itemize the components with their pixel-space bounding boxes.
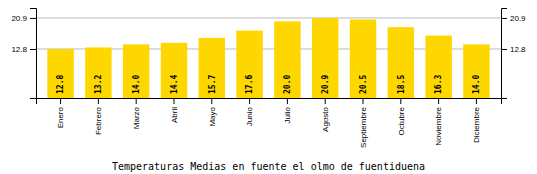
tick: 20.9 — [11, 14, 36, 23]
tick-mark — [98, 98, 99, 104]
tick-label: Julio — [283, 106, 292, 123]
data-labels: 12.8 13.2 14.0 14.4 15.7 17.6 20.0 20.9 20.5 18.5… — [56, 75, 481, 94]
tick-label: Junio — [245, 106, 254, 126]
bar — [463, 44, 489, 98]
bar — [199, 38, 225, 98]
tick-mark — [211, 98, 212, 104]
tick-label: 20.9 — [510, 14, 526, 23]
tick: Junio — [245, 98, 254, 126]
bar — [425, 36, 451, 98]
tick: Mayo — [208, 98, 217, 127]
y-axis: 12.8 20.9 — [11, 9, 36, 99]
tick: 12.8 — [11, 45, 36, 54]
tick: Julio — [283, 98, 292, 123]
bar — [85, 47, 111, 98]
bar — [236, 31, 262, 98]
tick: 20.9 — [501, 14, 526, 23]
data-label: 16.3 — [434, 75, 443, 94]
bars — [47, 18, 489, 98]
data-label: 20.5 — [359, 75, 368, 94]
axis-line — [37, 99, 502, 105]
tick: Marzo — [132, 98, 141, 129]
tick-label: 12.8 — [510, 45, 526, 54]
tick: Noviembre — [434, 98, 443, 146]
data-label: 14.0 — [472, 75, 481, 94]
data-label: 20.0 — [283, 75, 292, 94]
axis-line — [502, 9, 508, 99]
data-label: 14.4 — [170, 75, 179, 94]
tick-label: 12.8 — [11, 45, 27, 54]
chart: 12.8 13.2 14.0 14.4 15.7 17.6 20.0 20.9 20.5 18.5… — [0, 0, 537, 174]
tick-mark — [136, 98, 137, 104]
tick-label: Octubre — [397, 106, 406, 135]
tick-mark — [30, 18, 36, 19]
tick: Enero — [56, 98, 65, 128]
tick-mark — [363, 98, 364, 104]
bar — [123, 44, 149, 98]
tick-label: 20.9 — [11, 14, 27, 23]
grid-line — [36, 17, 501, 18]
data-label: 12.8 — [56, 75, 65, 94]
tick-label: Marzo — [132, 106, 141, 129]
tick-mark — [287, 98, 288, 104]
tick: Febrero — [94, 98, 103, 135]
tick: Septiembre — [359, 98, 368, 148]
tick-mark — [325, 98, 326, 104]
bar — [388, 27, 414, 98]
y2-axis: 12.8 20.9 — [501, 9, 526, 99]
bar — [161, 43, 187, 98]
tick-label: Abril — [170, 107, 179, 123]
tick-label: Diciembre — [472, 106, 481, 143]
tick-label: Agosto — [321, 106, 330, 131]
bar — [47, 49, 73, 98]
tick-mark — [60, 98, 61, 104]
data-label: 18.5 — [397, 75, 406, 94]
tick-mark — [173, 98, 174, 104]
tick-label: Noviembre — [434, 106, 443, 145]
tick-mark — [476, 98, 477, 104]
data-label: 15.7 — [208, 75, 217, 94]
tick-mark — [30, 49, 36, 50]
tick-mark — [249, 98, 250, 104]
tick: 12.8 — [501, 45, 526, 54]
tick-label: Febrero — [94, 106, 103, 135]
x-axis: Enero Febrero Marzo Abril Mayo Junio Julio Agos… — [37, 98, 502, 148]
bar — [312, 18, 338, 98]
tick-mark — [400, 98, 401, 104]
data-label: 20.9 — [321, 75, 330, 94]
tick-label: Enero — [56, 106, 65, 128]
tick-mark — [501, 18, 507, 19]
tick: Agosto — [321, 98, 330, 132]
data-label: 17.6 — [245, 75, 254, 94]
tick: Abril — [170, 98, 179, 123]
tick-mark — [438, 98, 439, 104]
tick-mark — [501, 49, 507, 50]
axis-line — [30, 9, 37, 99]
bar — [350, 19, 376, 98]
tick-label: Septiembre — [359, 106, 368, 147]
data-label: 13.2 — [94, 75, 103, 94]
tick-label: Mayo — [208, 106, 217, 126]
tick: Diciembre — [472, 98, 481, 143]
data-label: 14.0 — [132, 75, 141, 94]
tick: Octubre — [397, 98, 406, 135]
bar — [274, 21, 300, 98]
title: Temperaturas Medias en fuente el olmo de… — [112, 161, 425, 172]
